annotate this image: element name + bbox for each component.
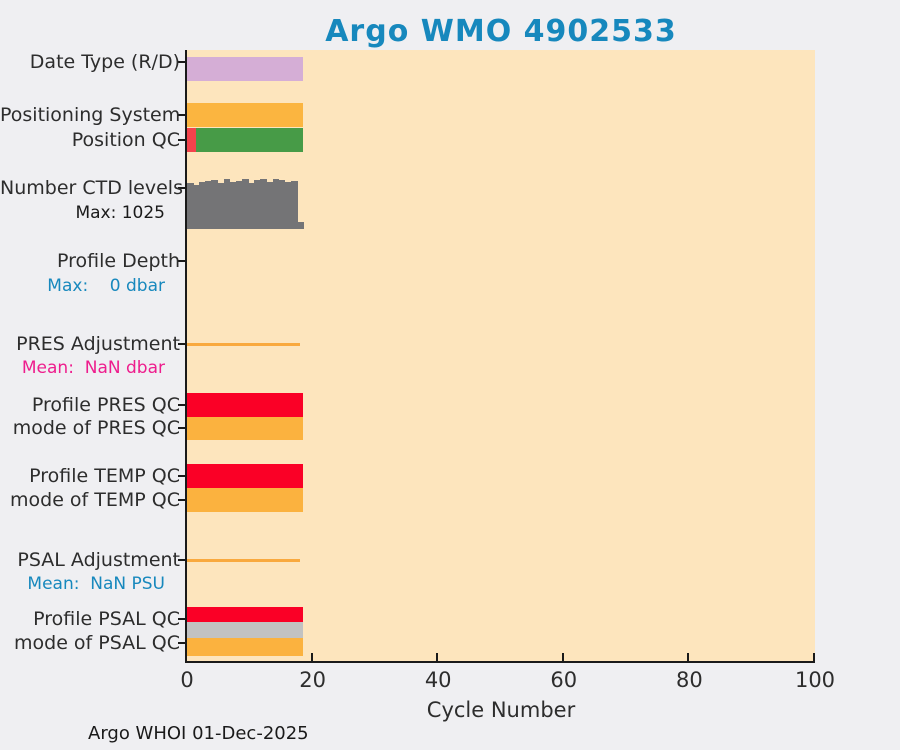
y-tick (178, 343, 185, 345)
y-axis-line (185, 50, 187, 663)
y-tick (178, 61, 185, 63)
chart-title: Argo WMO 4902533 (325, 14, 677, 49)
y-tick (178, 559, 185, 561)
x-tick (310, 653, 313, 661)
y-tick (178, 618, 185, 620)
row-sublabel: Max: 1025 (75, 203, 165, 223)
ctd-level-bar (297, 222, 304, 229)
bar-segment (187, 128, 197, 152)
x-tick-label: 80 (676, 668, 703, 692)
row-sublabel: Mean: NaN PSU (27, 574, 165, 594)
x-tick (687, 653, 690, 661)
bar-segment (196, 128, 304, 152)
x-tick-label: 20 (299, 668, 326, 692)
ctd-level-bar (199, 182, 206, 229)
row-label: mode of TEMP QC (10, 489, 180, 511)
bar-segment (187, 417, 304, 440)
ctd-level-bar (187, 183, 194, 229)
x-axis-line (185, 661, 815, 663)
row-label: PSAL Adjustment (17, 549, 180, 571)
y-tick (178, 139, 185, 141)
y-tick (178, 260, 185, 262)
ctd-level-bar (229, 182, 237, 229)
x-tick (436, 653, 439, 661)
ctd-level-bar (284, 182, 292, 229)
x-tick-label: 60 (550, 668, 578, 692)
row-sublabel: Mean: NaN dbar (21, 358, 165, 378)
footer-note: Argo WHOI 01-Dec-2025 (88, 723, 309, 744)
bar-segment (187, 622, 304, 638)
x-tick (185, 653, 187, 661)
y-tick (178, 404, 185, 406)
y-tick (178, 642, 185, 644)
x-tick-label: 40 (424, 668, 452, 692)
x-tick (561, 653, 564, 661)
row-sublabel: Max: 0 dbar (47, 276, 165, 296)
ctd-level-bar (260, 179, 267, 229)
ctd-level-bar (205, 180, 212, 229)
row-label: Profile Depth (57, 250, 180, 272)
bar-segment (187, 464, 304, 488)
bar-segment (187, 488, 304, 512)
y-tick (178, 427, 185, 429)
row-label: Profile PSAL QC (33, 608, 180, 630)
row-label: mode of PSAL QC (14, 632, 180, 654)
ctd-level-bar (211, 180, 219, 229)
x-tick-label: 100 (794, 668, 836, 692)
row-label: Profile TEMP QC (29, 465, 180, 487)
x-tick-label: 0 (180, 668, 194, 692)
bar-segment (187, 343, 301, 346)
x-axis-title: Cycle Number (426, 698, 576, 722)
ctd-level-bar (235, 180, 243, 229)
ctd-level-bar (290, 180, 298, 229)
ctd-level-bar (272, 179, 280, 229)
y-tick (178, 114, 185, 116)
bar-segment (187, 103, 304, 127)
y-tick (178, 187, 185, 189)
x-tick (813, 653, 815, 661)
row-label: Position QC (71, 129, 180, 151)
row-label: PRES Adjustment (16, 333, 180, 355)
y-tick (178, 499, 185, 501)
ctd-level-bar (266, 182, 274, 229)
bar-segment (187, 393, 304, 417)
bar-segment (187, 559, 301, 562)
ctd-level-bar (242, 179, 249, 229)
y-tick (178, 475, 185, 477)
ctd-level-bar (193, 185, 200, 229)
row-label: Profile PRES QC (31, 394, 180, 416)
bar-segment (187, 607, 304, 622)
ctd-level-bar (248, 183, 255, 229)
bar-segment (187, 638, 304, 656)
ctd-level-bar (278, 180, 286, 229)
row-label: Positioning System (0, 104, 181, 126)
ctd-level-bar (223, 179, 231, 229)
row-label: Number CTD levels (0, 177, 183, 199)
row-label: mode of PRES QC (12, 417, 180, 439)
row-label: Date Type (R/D) (29, 51, 180, 73)
bar-segment (187, 57, 304, 81)
ctd-level-bar (254, 180, 261, 229)
ctd-level-bar (217, 183, 225, 229)
